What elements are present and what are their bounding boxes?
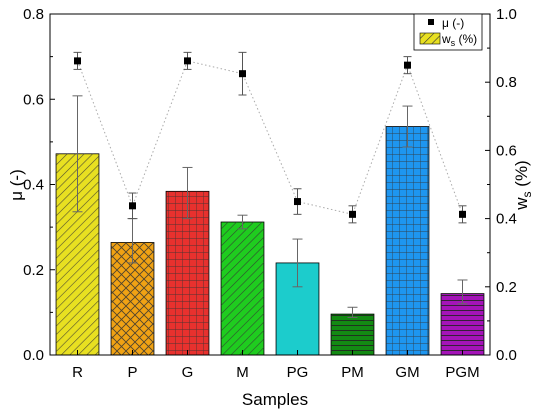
legend-bar-label-sub: s (451, 38, 456, 48)
mu-point-g (184, 57, 191, 65)
bar-error-bars (72, 95, 468, 318)
y-right-axis-title-sub: s (520, 191, 534, 197)
legend-bar-label-tail: (%) (455, 32, 477, 46)
y-left-tick-label-0.8: 0.8 (23, 6, 44, 23)
mu-connecting-line (77, 60, 463, 215)
y-right-tick-label-0.0: 0.0 (496, 347, 517, 364)
y-right-tick-label-0.2: 0.2 (496, 279, 517, 296)
x-tick-label-pg: PG (287, 364, 309, 381)
y-right-axis-title: ws (%) (512, 160, 534, 210)
y-right-tick-label-0.6: 0.6 (496, 142, 517, 159)
bar-series (55, 126, 485, 356)
legend-bar-swatch-pattern (420, 33, 440, 44)
x-tick-label-pgm: PGM (445, 364, 479, 381)
x-tick-label-p: P (127, 364, 137, 381)
legend-point-label: μ (-) (442, 16, 464, 30)
y-right-tick-label-0.8: 0.8 (496, 74, 517, 91)
y-right-axis-title-tail: (%) (512, 160, 531, 191)
mu-point-p (129, 202, 136, 210)
y-left-tick-label-0.6: 0.6 (23, 91, 44, 108)
mu-point-m (239, 70, 246, 78)
y-left-axis-title: μ (-) (7, 169, 26, 201)
legend-bar-label: ws (%) (441, 32, 477, 48)
bar-pattern-gm (386, 126, 429, 355)
x-tick-label-g: G (182, 364, 194, 381)
mu-point-gm (404, 61, 411, 69)
y-right-tick-label-1.0: 1.0 (496, 6, 517, 23)
x-tick-label-r: R (72, 364, 83, 381)
y-left-tick-label-0.2: 0.2 (23, 262, 44, 279)
mu-point-r (74, 57, 81, 65)
mu-point-pgm (459, 210, 466, 218)
legend-point-marker (428, 19, 434, 25)
bar-pattern-pm (331, 314, 374, 355)
y-left-tick-label-0.4: 0.4 (23, 177, 44, 194)
legend: μ (-) ws (%) (413, 13, 483, 51)
x-tick-label-m: M (236, 364, 249, 381)
axes: 0.00.20.40.60.80.00.20.40.60.81.0R P G M PG P… (23, 6, 517, 381)
y-right-tick-label-0.4: 0.4 (496, 211, 517, 228)
x-axis-title: Samples (242, 390, 308, 409)
x-tick-label-pm: PM (341, 364, 364, 381)
mu-point-series (73, 51, 467, 224)
mu-point-pg (294, 198, 301, 206)
y-left-tick-label-0.0: 0.0 (23, 347, 44, 364)
bar-pattern-m (221, 222, 264, 355)
x-tick-label-gm: GM (395, 364, 419, 381)
legend-bar-label-main: w (441, 32, 451, 46)
mu-point-pm (349, 210, 356, 218)
y-right-axis-title-main: w (512, 197, 531, 211)
